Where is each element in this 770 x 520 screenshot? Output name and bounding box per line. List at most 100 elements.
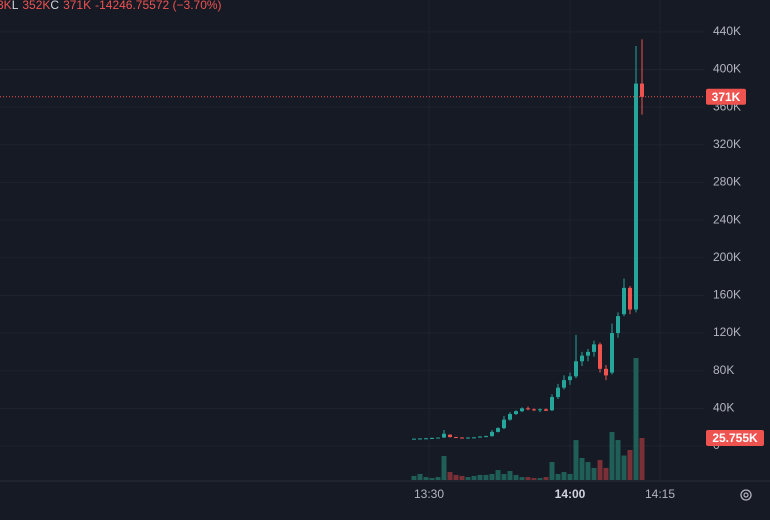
candle-body [574,361,578,377]
candle-body [622,287,626,315]
candle-body [442,433,446,438]
candle-body [580,355,584,362]
volume-bar [639,437,645,480]
volume-bar [609,432,615,480]
candle-body [544,409,548,411]
candle-body [568,376,572,381]
volume-bar [435,477,441,480]
candle-body [424,438,428,440]
volume-bar [495,470,501,480]
volume-bar [561,472,567,480]
candle-body [562,380,566,388]
candle-body [490,431,494,437]
candle-body [556,387,560,398]
candle-body [430,438,434,440]
candle-body [592,344,596,352]
candle-body [496,428,500,432]
settings-icon-center [743,492,749,498]
candle-body [508,414,512,420]
candle-body [436,437,440,439]
volume-bar [477,474,483,480]
volume-bar [483,474,489,480]
last-price-label: 371K [712,90,741,104]
candle-body [538,409,542,411]
last-volume-box [706,429,764,446]
candle-body [478,436,482,438]
candle-body [520,408,524,412]
legend-item: 352K [22,0,50,12]
candle-body [628,287,632,310]
y-tick-label: 440K [713,24,741,38]
volume-bar [423,477,429,480]
volume-bar [453,474,459,480]
volume-bar [531,478,537,480]
volume-bar [603,467,609,480]
volume-bar [525,477,531,480]
y-tick-label: 200K [713,250,741,264]
volume-bar [447,472,453,480]
volume-bar [573,440,579,480]
y-tick-label: 240K [713,212,741,226]
candle-body [610,333,614,373]
legend-item: 371K [63,0,91,12]
y-tick-label: 40K [713,401,734,415]
volume-bar [555,473,561,480]
last-price-box [706,88,746,105]
x-tick-label: 14:15 [645,487,675,501]
candle-body [502,419,506,429]
volume-bar [591,467,597,480]
y-tick-label: 280K [713,175,741,189]
settings-icon[interactable] [740,489,752,501]
volume-bar [417,473,423,480]
candle-body [616,316,620,334]
legend-item: C [50,0,59,12]
legend-item: L [12,0,19,12]
x-tick-label: 13:30 [414,487,444,501]
volume-bar [633,358,639,480]
volume-bar [567,473,573,480]
volume-bar [471,475,477,480]
volume-bar [543,477,549,480]
candle-body [466,437,470,439]
candle-body [598,344,602,369]
y-tick-label: 120K [713,325,741,339]
candle-body [454,437,458,439]
candle-body [640,83,644,97]
volume-bar [615,440,621,480]
volume-bar [507,471,513,480]
candle-body [484,436,488,438]
volume-bar [519,477,525,480]
volume-bar [501,473,507,480]
volume-bar [459,475,465,480]
candle-body [412,438,416,440]
volume-bar [621,455,627,480]
volume-bar [537,478,543,480]
candle-body [418,438,422,440]
candle-body [526,408,530,410]
volume-bar [597,459,603,480]
ohlc-legend: 3KL 352KC 371K -14246.75572 (−3.70%) [0,0,222,12]
candle-body [586,351,590,356]
volume-bar [429,478,435,480]
candle-body [550,397,554,411]
candle-body [460,437,464,439]
volume-bar [579,457,585,480]
candle-body [634,83,638,310]
last-volume-label: 25.755K [712,431,758,445]
y-tick-label: 80K [713,363,734,377]
volume-bar [585,462,591,480]
candle-body [532,409,536,411]
candle-body [514,411,518,415]
legend-item: -14246.75572 (−3.70%) [95,0,221,12]
candle-body [604,368,608,376]
candle-body [448,434,452,438]
volume-bar [489,473,495,480]
volume-bar [411,475,417,480]
volume-bar [513,474,519,480]
volume-bar [465,477,471,480]
y-tick-label: 400K [713,62,741,76]
y-tick-label: 320K [713,137,741,151]
